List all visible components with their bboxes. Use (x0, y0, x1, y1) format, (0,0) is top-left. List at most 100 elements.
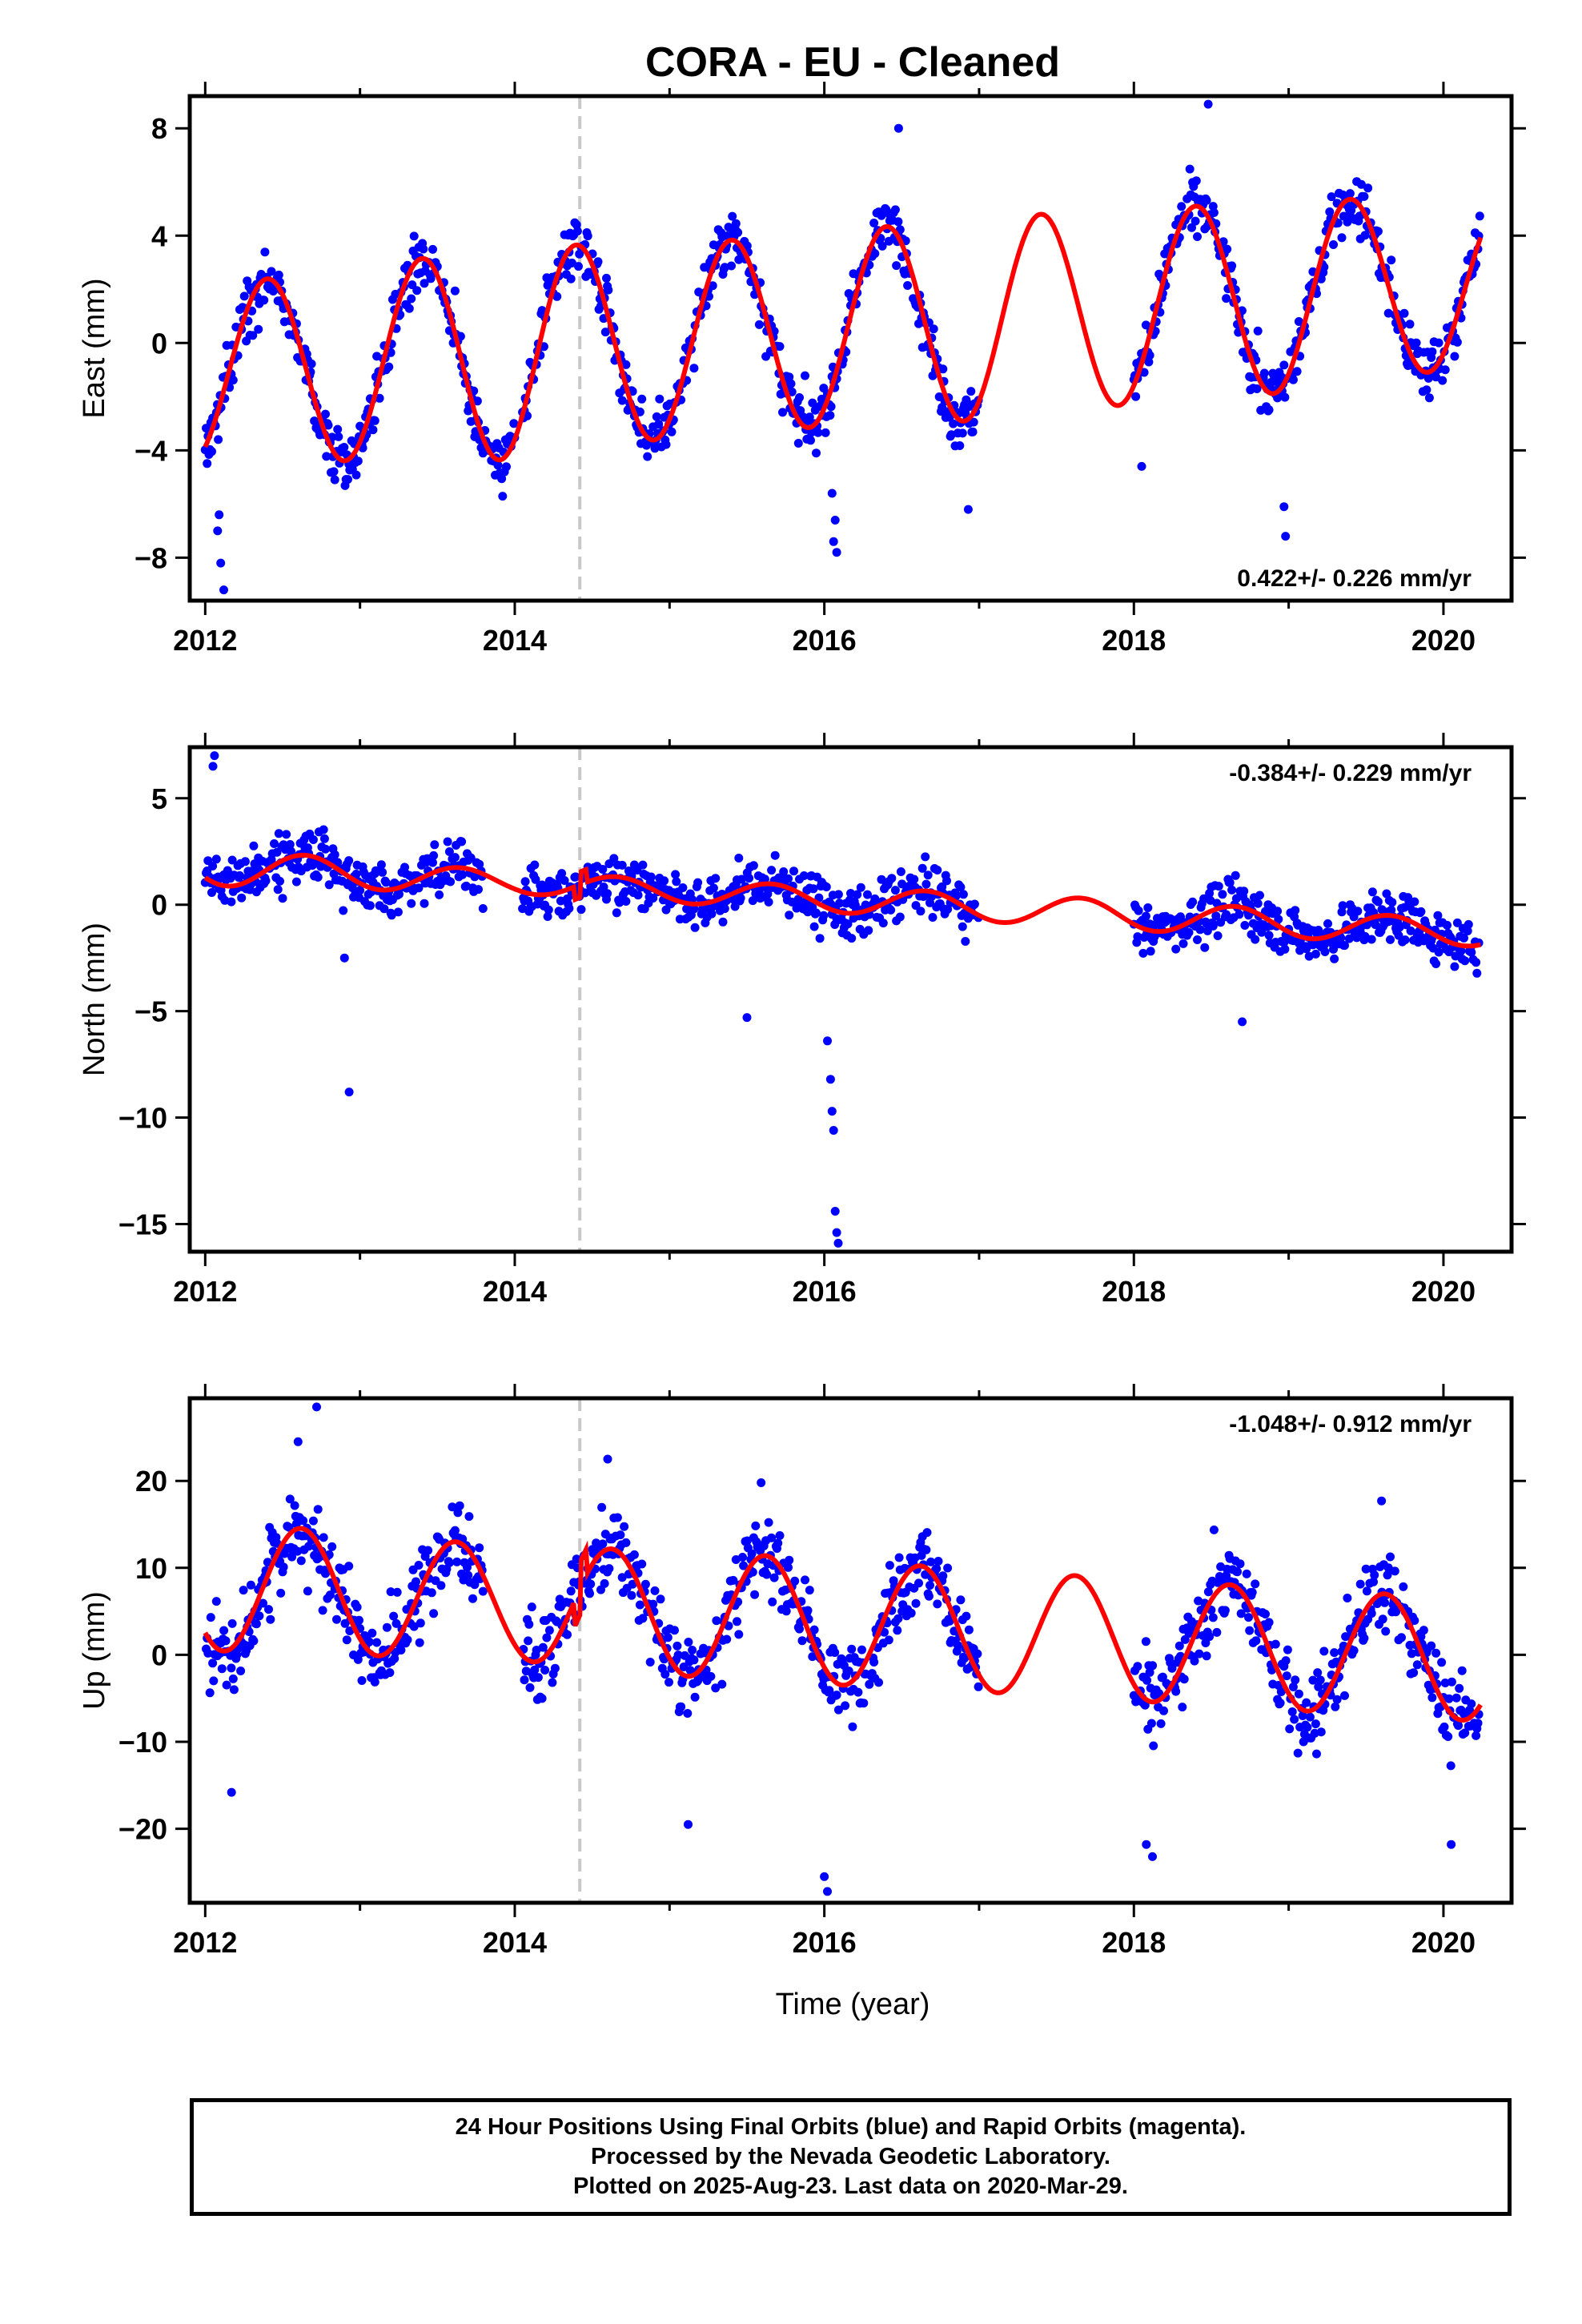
data-point (478, 1586, 488, 1596)
data-point (509, 419, 519, 428)
data-point (720, 263, 729, 272)
data-point (1273, 907, 1283, 916)
data-point (921, 852, 930, 862)
data-point (1314, 926, 1323, 935)
data-point (914, 1578, 923, 1588)
data-point (1386, 1552, 1395, 1562)
data-point (1214, 882, 1223, 891)
data-point (415, 1638, 424, 1647)
data-point (209, 1676, 219, 1686)
data-point (1460, 1728, 1470, 1738)
data-point (1251, 1579, 1260, 1589)
data-point (1472, 968, 1482, 978)
data-point (255, 1611, 264, 1621)
data-point (376, 860, 386, 870)
data-point (754, 320, 764, 329)
data-point (750, 1590, 760, 1599)
data-point (1298, 1711, 1307, 1720)
data-point (612, 1513, 622, 1522)
data-point (958, 922, 967, 931)
data-point (246, 1580, 255, 1590)
plot-frame (187, 745, 1514, 1254)
data-point (690, 923, 700, 932)
data-point (785, 372, 794, 382)
data-point (344, 856, 354, 866)
outlier-point (830, 1207, 840, 1216)
data-point (333, 424, 343, 434)
data-point (1380, 1598, 1389, 1607)
outlier-point (742, 1013, 752, 1023)
data-point (266, 1614, 275, 1624)
data-point (1361, 1564, 1371, 1574)
data-point (450, 1526, 460, 1535)
plot-frame (187, 94, 1514, 603)
x-tick-label: 2018 (1102, 1275, 1166, 1308)
data-point (617, 860, 627, 870)
data-point (635, 1600, 644, 1610)
data-point (355, 886, 365, 895)
data-point (1233, 1567, 1242, 1577)
data-point (428, 858, 437, 867)
data-point (248, 331, 258, 340)
data-point (303, 1586, 312, 1596)
data-point (1251, 935, 1260, 944)
data-point (404, 304, 414, 313)
data-point (414, 883, 424, 893)
data-point (343, 475, 352, 485)
data-point (1145, 351, 1154, 360)
data-point (409, 1622, 419, 1631)
data-point (273, 885, 283, 895)
data-point (1378, 1614, 1387, 1624)
y-tick-label: −5 (135, 995, 167, 1028)
outlier-point (893, 123, 903, 133)
data-point (597, 1502, 607, 1512)
data-point (767, 1533, 777, 1542)
data-point (1252, 384, 1262, 393)
data-point (1452, 1693, 1461, 1703)
data-point (435, 890, 444, 899)
data-point (560, 876, 569, 885)
data-point (684, 1638, 693, 1647)
data-point (1383, 1570, 1392, 1580)
data-point (357, 1676, 367, 1685)
data-point (498, 492, 508, 501)
outlier-point (210, 751, 219, 761)
y-axis-label: Up (mm) (78, 1591, 111, 1710)
data-point (598, 1539, 608, 1549)
outlier-point (830, 516, 840, 525)
data-point (718, 917, 728, 927)
data-point (1239, 887, 1249, 896)
data-point (1231, 870, 1240, 880)
panel-up: 2012 2014 2016 2018 2020 −20 −10 0 10 20 Up (mm) -1… (78, 1384, 1526, 1959)
data-point (530, 860, 540, 870)
data-point (1281, 1656, 1291, 1666)
data-point (285, 840, 295, 849)
y-tick-label: 0 (151, 1638, 167, 1671)
data-point (790, 1576, 800, 1586)
data-point (274, 829, 283, 838)
data-point (943, 905, 953, 914)
data-point (1292, 367, 1302, 376)
data-point (228, 376, 238, 385)
y-tick-label: −20 (118, 1813, 167, 1846)
outlier-point (827, 1107, 837, 1116)
data-point (903, 281, 913, 290)
data-point (909, 875, 919, 884)
data-point (670, 1626, 679, 1635)
data-point (1406, 926, 1415, 935)
y-tick-label: 20 (135, 1465, 167, 1498)
data-point (1336, 933, 1346, 943)
data-point (1141, 1637, 1150, 1647)
data-point (463, 1562, 472, 1572)
data-point (650, 1586, 660, 1595)
data-point (1167, 1663, 1177, 1673)
data-point (1261, 1610, 1270, 1618)
data-point (870, 249, 880, 259)
data-point (621, 1538, 631, 1547)
data-point (452, 1557, 462, 1566)
figure-title: CORA - EU - Cleaned (645, 39, 1060, 86)
data-point (787, 387, 797, 396)
data-point (521, 1667, 531, 1676)
data-point (929, 324, 938, 334)
data-point (1455, 1683, 1464, 1693)
